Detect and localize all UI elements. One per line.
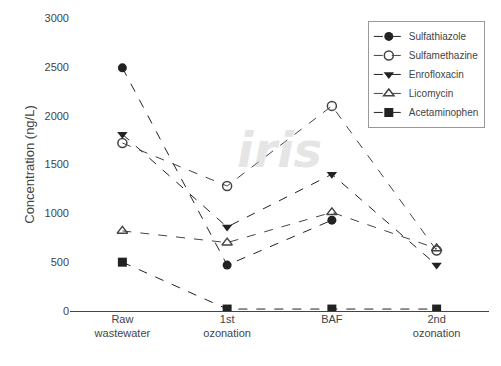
svg-text:2500: 2500 [45,61,69,73]
svg-text:1000: 1000 [45,207,69,219]
svg-text:Rawwastewater: Rawwastewater [94,313,151,339]
svg-text:1stozonation: 1stozonation [203,313,251,339]
svg-text:iris: iris [237,122,322,178]
svg-text:Acetaminophen: Acetaminophen [409,107,479,118]
svg-text:Sulfathiazole: Sulfathiazole [409,31,467,42]
svg-text:Enrofloxacin: Enrofloxacin [409,69,464,80]
svg-text:2ndozonation: 2ndozonation [413,313,461,339]
svg-text:1500: 1500 [45,158,69,170]
svg-text:Sulfamethazine: Sulfamethazine [409,50,478,61]
svg-text:500: 500 [51,256,69,268]
svg-text:3000: 3000 [45,12,69,24]
svg-text:0: 0 [63,305,69,317]
svg-text:BAF: BAF [321,313,343,325]
svg-text:2000: 2000 [45,110,69,122]
svg-text:Concentration (ng/L): Concentration (ng/L) [22,105,37,224]
svg-text:Licomycin: Licomycin [409,88,453,99]
